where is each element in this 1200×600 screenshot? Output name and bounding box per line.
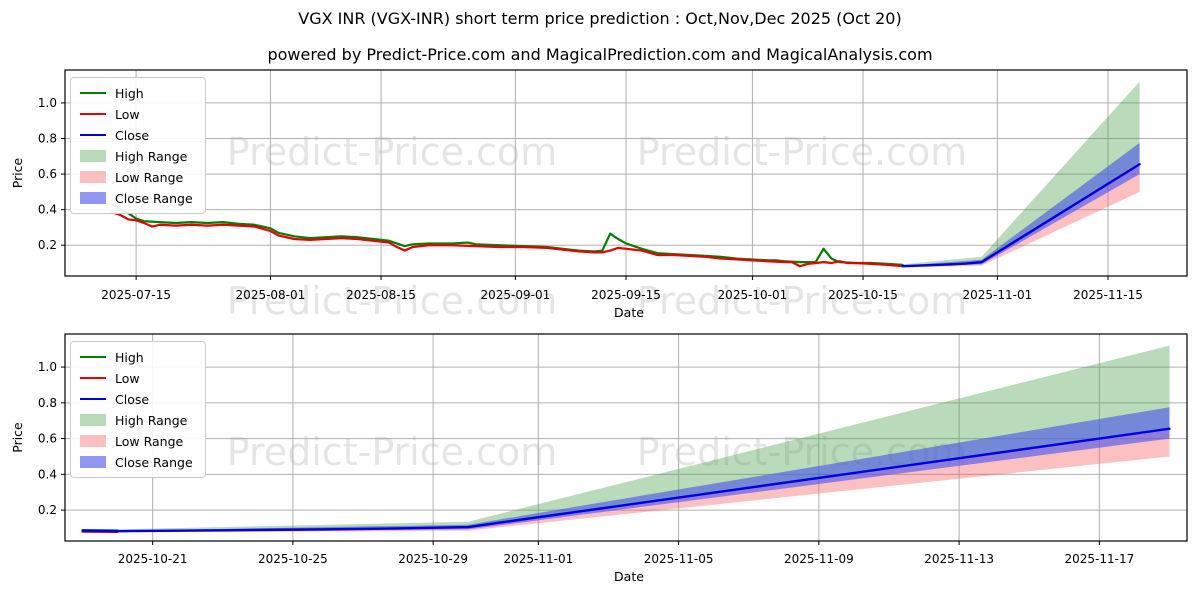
legend-label: Close Range [115,190,193,206]
close-line [901,163,1141,268]
watermark-text: Predict-Price.com [227,430,558,474]
legend-main-chart: High Low Close High Range Low Range Close Ran… [70,77,206,214]
x-tick-label: 2025-07-15 [101,288,171,302]
legend-label: High [115,85,144,101]
y-axis-label: Price [10,157,25,188]
chart-title: VGX INR (VGX-INR) short term price predi… [298,9,902,28]
legend-label: Close [115,391,150,407]
legend-line-swatch [80,377,106,379]
watermark-text: Predict-Price.com [227,279,558,323]
y-tick-label: 0.6 [38,432,57,446]
x-tick-label: 2025-08-15 [346,288,416,302]
legend-entry-high: High [80,85,193,101]
x-tick-label: 2025-09-01 [481,288,551,302]
x-tick-label: 2025-11-13 [924,552,994,566]
x-tick-label: 2025-11-09 [784,552,854,566]
y-tick-label: 0.6 [38,167,57,181]
y-axis-label: Price [10,422,25,453]
x-tick-label: 2025-11-01 [962,288,1032,302]
chart-subtitle: powered by Predict-Price.com and Magical… [267,45,933,64]
legend-label: Close [115,127,150,143]
legend-line-swatch [80,113,106,115]
high-range-band [902,81,1140,267]
y-tick-label: 0.4 [38,203,57,217]
legend-entry-low: Low [80,106,193,122]
low-range-band [117,428,1170,533]
x-tick-label: 2025-10-15 [828,288,898,302]
legend-label: Low Range [115,433,184,449]
x-axis-label: Date [614,569,644,584]
watermark-text: Predict-Price.com [637,130,968,174]
legend-entry-low-range: Low Range [80,433,193,449]
x-tick-label: 2025-09-15 [591,288,661,302]
high-range-band [117,345,1170,532]
y-tick-label: 0.8 [38,396,57,410]
low-range-band [902,164,1140,268]
legend-entry-high: High [80,349,193,365]
legend-label: Low [115,106,140,122]
legend-line-swatch [80,356,106,358]
low-line [111,211,904,268]
x-tick-label: 2025-10-01 [718,288,788,302]
y-tick-label: 1.0 [38,360,57,374]
legend-patch-swatch [80,414,106,426]
x-tick-label: 2025-08-01 [236,288,306,302]
x-tick-label: 2025-11-17 [1064,552,1134,566]
high-line [111,204,904,266]
legend-line-swatch [80,134,106,136]
legend-patch-swatch [80,456,106,468]
y-tick-label: 0.2 [38,238,57,252]
x-tick-label: 2025-10-21 [118,552,188,566]
y-tick-label: 0.4 [38,467,57,481]
legend-entry-close: Close [80,391,193,407]
legend-entry-close: Close [80,127,193,143]
legend-patch-swatch [80,171,106,183]
x-tick-label: 2025-11-01 [503,552,573,566]
x-tick-label: 2025-10-29 [398,552,468,566]
y-tick-label: 1.0 [38,96,57,110]
legend-label: High Range [115,412,188,428]
legend-entry-close-range: Close Range [80,454,193,470]
watermark-text: Predict-Price.com [637,279,968,323]
legend-entry-low-range: Low Range [80,169,193,185]
y-tick-label: 0.2 [38,503,57,517]
watermark-text: Predict-Price.com [227,130,558,174]
close-line [81,427,1171,533]
y-tick-label: 0.8 [38,131,57,145]
legend-patch-swatch [80,192,106,204]
legend-label: Low [115,370,140,386]
legend-line-swatch [80,92,106,94]
x-tick-label: 2025-10-25 [258,552,328,566]
legend-label: Close Range [115,454,193,470]
legend-line-swatch [80,398,106,400]
x-tick-label: 2025-11-15 [1073,288,1143,302]
legend-entry-low: Low [80,370,193,386]
legend-label: Low Range [115,169,184,185]
legend-entry-high-range: High Range [80,412,193,428]
axes-box [64,333,1188,542]
prediction-zoom-chart: Predict-Price.comPredict-Price.com2025-1… [10,333,1188,584]
legend-patch-swatch [80,435,106,447]
legend-label: High Range [115,148,188,164]
legend-entry-high-range: High Range [80,148,193,164]
legend-patch-swatch [80,150,106,162]
legend-label: High [115,349,144,365]
legend-entry-close-range: Close Range [80,190,193,206]
x-tick-label: 2025-11-05 [644,552,714,566]
legend-zoom-chart: High Low Close High Range Low Range Close Ran… [70,341,206,478]
x-axis-label: Date [614,305,644,320]
